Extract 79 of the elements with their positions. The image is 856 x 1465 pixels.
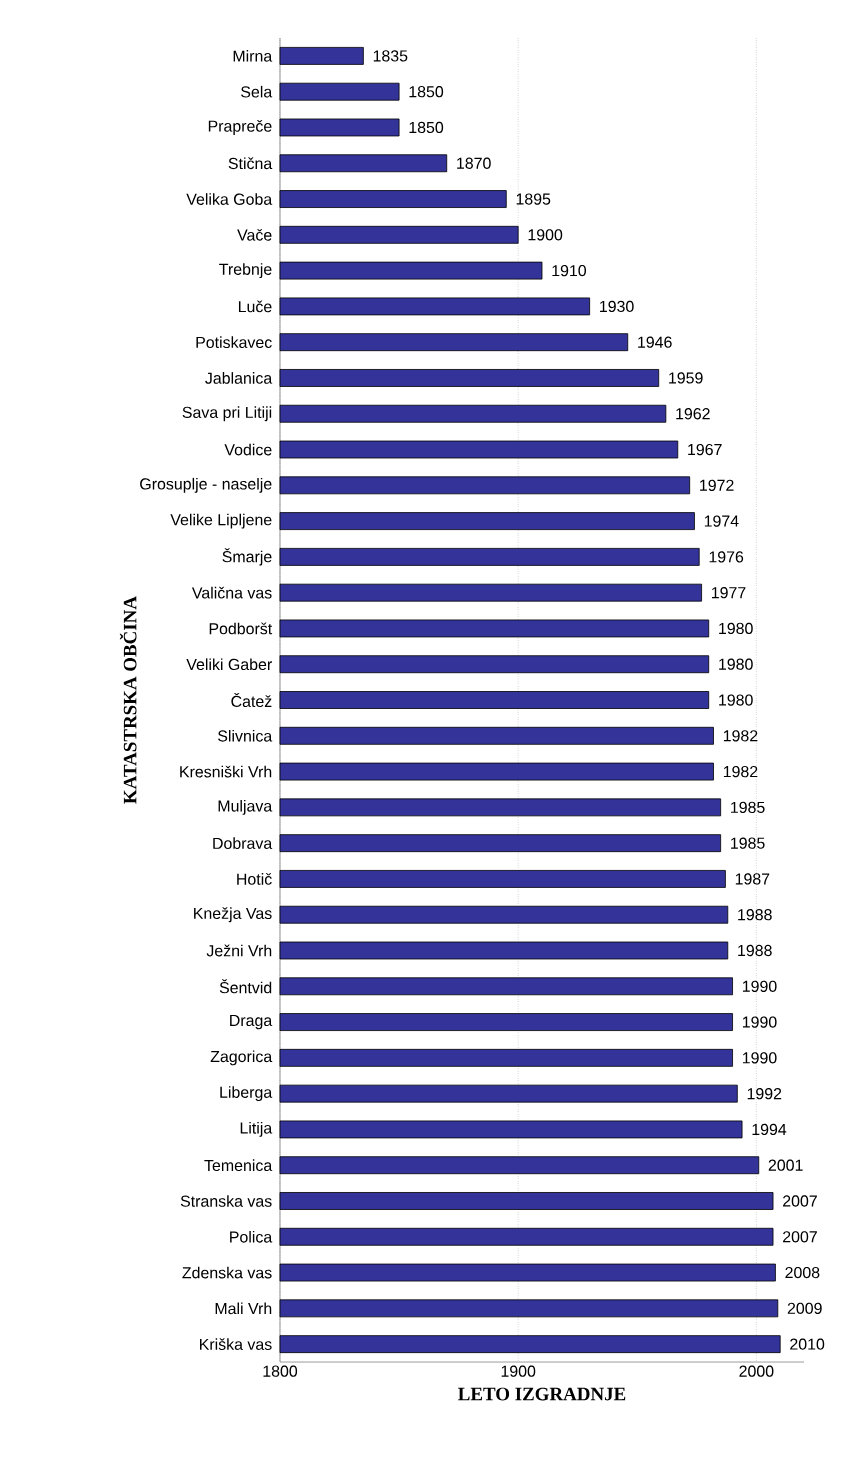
data-label: 1990 (742, 1052, 777, 1064)
x-axis-title: LETO IZGRADNJE (458, 1387, 626, 1401)
y-tick-label: Jablanica (205, 372, 273, 384)
y-tick-label: Vače (237, 228, 272, 241)
data-label: 1985 (731, 801, 765, 814)
data-label: 1976 (709, 551, 744, 563)
y-tick-label: Trebnje (219, 263, 272, 279)
x-tick-label: 1900 (501, 1365, 536, 1377)
y-tick-label: Grosuplje - naselje (140, 477, 272, 493)
y-tick-label: Stična (228, 157, 273, 170)
y-tick-label: Podboršt (209, 622, 273, 635)
y-tick-label: Hotič (237, 873, 272, 885)
y-tick-label: Mirna (233, 50, 273, 62)
y-axis-title: KATASTRSKA OBČINA (119, 596, 137, 804)
y-tick-label: Ježni Vrh (206, 944, 272, 957)
data-label: 1959 (669, 372, 703, 384)
data-label: 1962 (676, 408, 710, 420)
x-tick-label: 1800 (263, 1365, 298, 1377)
data-label: 2001 (768, 1159, 803, 1171)
y-tick-label: Valična vas (191, 586, 272, 599)
data-label: 1900 (528, 229, 563, 241)
y-tick-label: Čatež (231, 692, 272, 708)
data-label: 1977 (712, 587, 746, 599)
y-tick-label: Slivnica (218, 729, 273, 742)
data-label: 1988 (738, 909, 772, 921)
y-tick-label: Velike Lipljene (170, 513, 272, 529)
y-tick-label: Zagorica (210, 1050, 273, 1066)
y-tick-label: Velika Goba (186, 193, 273, 205)
y-tick-label: Vodice (224, 443, 272, 456)
data-label: 1930 (600, 300, 634, 313)
data-label: 1835 (373, 50, 408, 62)
y-tick-label: Temenica (204, 1159, 273, 1172)
y-tick-label: Polica (230, 1230, 273, 1243)
y-tick-label: Sava pri Litiji (182, 406, 272, 422)
data-label: 1994 (752, 1123, 787, 1136)
data-label: 2007 (783, 1195, 817, 1207)
y-tick-label: Liberga (220, 1086, 273, 1102)
data-label: 1972 (700, 479, 734, 491)
y-tick-label: Mali Vrh (215, 1302, 272, 1315)
y-tick-label: Dobrava (213, 837, 273, 849)
data-label: 1980 (719, 622, 753, 635)
y-tick-label: Litija (240, 1122, 273, 1137)
y-tick-label: Stranska vas (180, 1195, 272, 1207)
data-label: 1946 (638, 336, 672, 348)
y-tick-label: Zdenska vas (182, 1266, 272, 1279)
y-tick-label: Kriška vas (200, 1338, 272, 1351)
data-label: 2009 (787, 1302, 822, 1314)
data-label: 1870 (457, 157, 491, 169)
data-label: 1895 (516, 193, 551, 205)
data-label: 1980 (719, 694, 753, 706)
data-label: 2008 (785, 1266, 820, 1279)
data-label: 1850 (409, 121, 444, 134)
data-label: 1985 (731, 837, 765, 849)
data-label: 2010 (790, 1338, 825, 1350)
y-tick-label: Sela (241, 85, 273, 98)
y-tick-label: Luče (238, 300, 272, 313)
data-label: 1987 (735, 873, 770, 885)
data-label: 1980 (719, 658, 753, 670)
y-tick-label: Muljava (218, 799, 273, 815)
data-label: 1850 (409, 86, 444, 98)
data-label: 1910 (552, 264, 587, 277)
y-tick-label: Kresniški Vrh (180, 765, 272, 778)
data-label: 1974 (704, 515, 739, 527)
x-tick-label: 2000 (739, 1365, 774, 1377)
data-label: 1967 (688, 443, 722, 456)
data-label: 1982 (723, 730, 758, 742)
y-tick-label: Šmarje (222, 548, 272, 566)
y-tick-label: Šentvid (219, 979, 272, 994)
data-label: 1990 (742, 980, 777, 992)
data-label: 1990 (742, 1016, 777, 1028)
data-label: 1982 (723, 765, 758, 778)
y-tick-label: Veliki Gaber (186, 658, 272, 671)
data-label: 1992 (747, 1088, 782, 1100)
y-tick-label: Potiskavec (196, 336, 272, 349)
y-tick-label: Draga (230, 1014, 273, 1030)
y-tick-label: Knežja Vas (194, 907, 272, 923)
data-label: 2007 (783, 1231, 817, 1243)
y-tick-label: Prapreče (208, 120, 272, 135)
data-label: 1988 (738, 944, 772, 957)
